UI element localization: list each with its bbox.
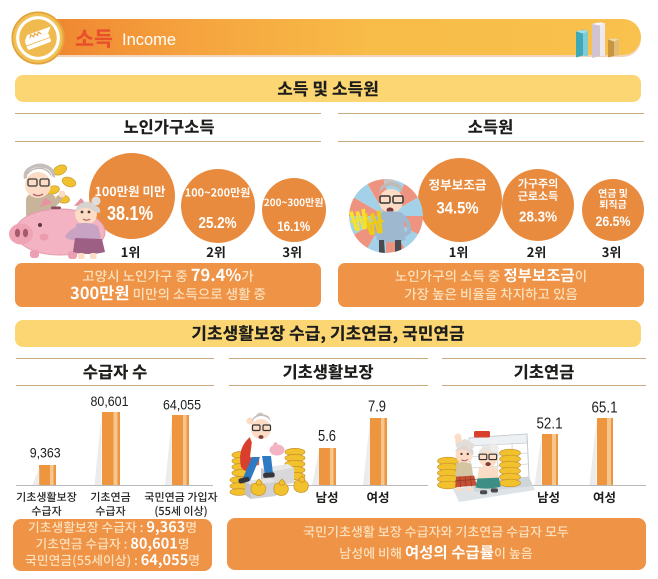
svg-text:28.3%: 28.3% <box>519 209 557 226</box>
svg-text:34.5%: 34.5% <box>437 199 479 218</box>
svg-text:7.9: 7.9 <box>368 399 386 416</box>
svg-text:80,601: 80,601 <box>91 393 129 409</box>
svg-text:26.5%: 26.5% <box>596 214 631 229</box>
svg-text:52.1: 52.1 <box>537 416 563 433</box>
svg-text:38.1%: 38.1% <box>107 203 153 225</box>
svg-text:65.1: 65.1 <box>592 400 618 417</box>
svg-text:5.6: 5.6 <box>318 428 336 445</box>
svg-text:64,055: 64,055 <box>163 397 201 413</box>
svg-text:16.1%: 16.1% <box>277 218 310 234</box>
svg-text:25.2%: 25.2% <box>199 215 237 232</box>
svg-text:Income: Income <box>122 31 176 49</box>
svg-text:9,363: 9,363 <box>30 445 61 461</box>
